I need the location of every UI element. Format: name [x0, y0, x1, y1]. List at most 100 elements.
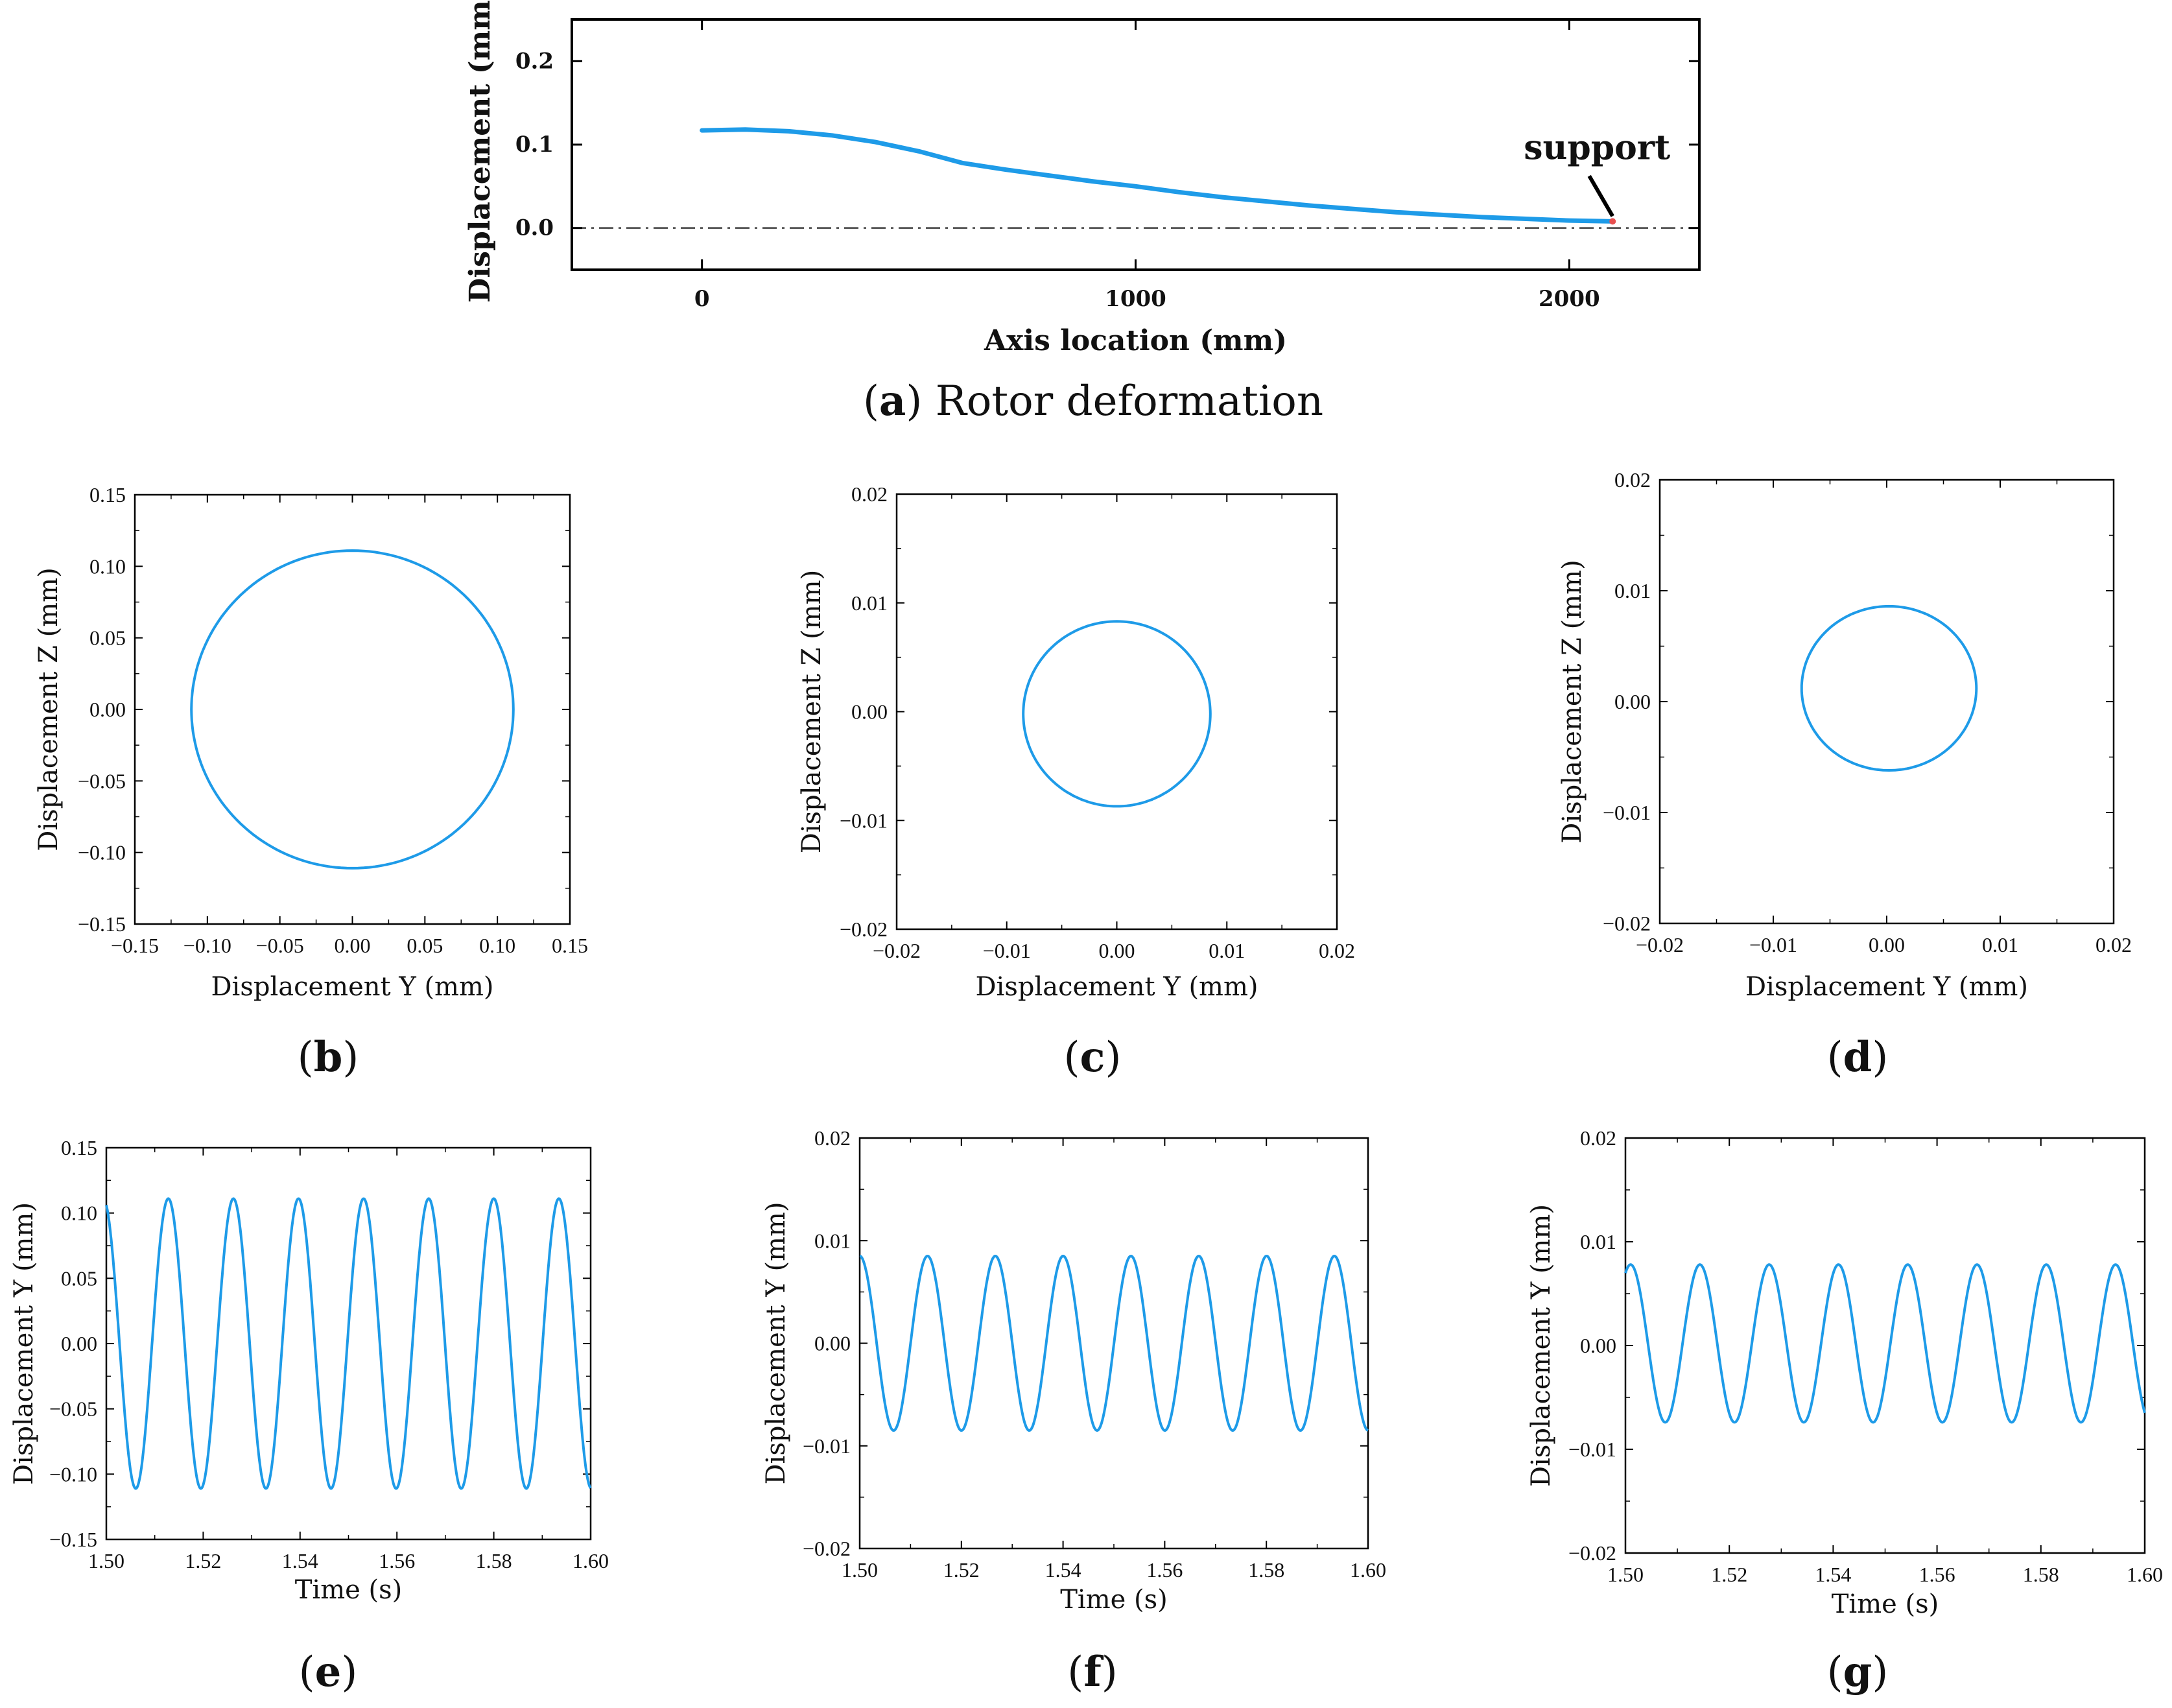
y-axis-label: Displacement Z (mm) [34, 567, 64, 851]
caption-open: ( [298, 1034, 314, 1082]
y-tick-label: −0.01 [1603, 801, 1651, 824]
x-tick-label: 2000 [1539, 286, 1600, 312]
x-tick-label: 1.50 [1607, 1563, 1644, 1586]
y-tick-label: −0.01 [1568, 1438, 1616, 1461]
y-tick-label: −0.01 [840, 809, 888, 832]
y-axis-label: Displacement (mm) [464, 0, 497, 303]
plot-frame [134, 493, 571, 925]
y-tick-label: 0.00 [61, 1332, 97, 1355]
caption-text: Rotor deformation [922, 377, 1323, 425]
x-tick-label: 0.02 [2095, 933, 2132, 956]
caption-letter: d [1843, 1033, 1872, 1082]
y-tick-label: −0.02 [1603, 912, 1651, 935]
caption-letter: g [1843, 1648, 1872, 1696]
panel-c: −0.02 −0.01 0.00 0.01 0.02 −0.02 −0.01 0.00 0.01… [797, 482, 1355, 1082]
x-tick-label: 0.05 [407, 934, 443, 957]
orbit-line [190, 549, 515, 870]
panel-e: 1.50 1.52 1.54 1.56 1.58 1.60 −0.15 −0.10 −0.05 0… [9, 1136, 609, 1696]
x-axis-label: Displacement Y (mm) [211, 972, 493, 1002]
x-axis-label: Displacement Y (mm) [1745, 972, 2028, 1002]
caption-close: ) [1102, 1648, 1118, 1696]
x-tick-label: −0.02 [1636, 933, 1684, 956]
x-tick-label: 1.56 [379, 1549, 415, 1572]
panel-caption: (a) Rotor deformation [863, 377, 1323, 425]
y-tick-label: 0.00 [851, 700, 888, 724]
x-tick-label: 0.15 [552, 934, 588, 957]
x-tick-label: 1.58 [476, 1549, 512, 1572]
x-tick-label: 1.52 [1711, 1563, 1747, 1586]
y-tick-label: 0.00 [1614, 690, 1651, 713]
x-tick-label: 0 [694, 286, 710, 312]
y-tick-label: −0.02 [803, 1537, 851, 1560]
caption-open: ( [299, 1648, 315, 1696]
panel-caption: (b) [298, 1033, 359, 1082]
x-tick-label: 1.60 [573, 1549, 609, 1572]
x-tick-label: 1.54 [282, 1549, 318, 1572]
y-axis-label: Displacement Y (mm) [1526, 1204, 1556, 1487]
caption-open: ( [1827, 1034, 1843, 1082]
caption-letter: f [1083, 1648, 1104, 1696]
y-tick-label: 0.1 [515, 132, 554, 158]
y-tick-label: −0.02 [840, 918, 888, 941]
x-tick-label: 0.02 [1319, 939, 1355, 962]
x-tick-label: 1.52 [943, 1558, 980, 1582]
caption-close: ) [342, 1034, 359, 1082]
x-tick-label: 1.56 [1919, 1563, 1955, 1586]
x-tick-label: 1.60 [2127, 1563, 2163, 1586]
y-tick-label: −0.02 [1568, 1541, 1616, 1565]
y-tick-label: 0.10 [61, 1202, 97, 1225]
time-series-line [105, 1197, 592, 1490]
y-axis-label: Displacement Y (mm) [761, 1202, 791, 1484]
y-tick-label: −0.10 [78, 841, 126, 864]
y-axis-label: Displacement Z (mm) [1557, 560, 1587, 843]
caption-open: ( [1827, 1648, 1843, 1696]
y-axis-label: Displacement Z (mm) [797, 570, 827, 853]
x-tick-label: −0.05 [256, 934, 304, 957]
panel-g: 1.50 1.52 1.54 1.56 1.58 1.60 −0.02 −0.01 0.00 0.… [1526, 1126, 2163, 1696]
y-tick-label: −0.15 [78, 912, 126, 936]
y-tick-label: −0.05 [78, 769, 126, 792]
y-tick-label: 0.00 [814, 1332, 851, 1355]
x-axis-label: Time (s) [295, 1575, 403, 1605]
caption-letter: e [315, 1648, 342, 1696]
support-point [1609, 218, 1616, 225]
caption-open: ( [1067, 1648, 1083, 1696]
panel-b: −0.15 −0.10 −0.05 0.00 0.05 0.10 0.15 −0.15 −0.1… [34, 483, 588, 1082]
plot-frame [895, 493, 1338, 931]
y-tick-label: 0.02 [814, 1126, 851, 1150]
panel-a: 0 1000 2000 0.0 0.1 0.2 Axis location (mm) Disp… [464, 0, 1701, 425]
x-tick-label: 1.54 [1045, 1558, 1081, 1582]
support-annotation: support [1524, 128, 1670, 167]
caption-close: ) [1872, 1648, 1888, 1696]
panel-caption: (d) [1827, 1033, 1889, 1082]
caption-letter: c [1080, 1033, 1105, 1082]
y-tick-label: 0.15 [89, 483, 126, 506]
x-tick-label: 1.58 [2023, 1563, 2059, 1586]
y-tick-label: 0.2 [515, 48, 554, 74]
y-axis-label: Displacement Y (mm) [9, 1202, 39, 1485]
x-tick-label: −0.10 [183, 934, 231, 957]
panel-caption: (e) [299, 1648, 358, 1696]
y-tick-label: −0.01 [803, 1434, 851, 1458]
caption-open: ( [1064, 1034, 1080, 1082]
y-tick-label: 0.00 [1580, 1334, 1616, 1357]
y-tick-label: 0.01 [1580, 1230, 1616, 1253]
x-tick-label: 1.60 [1350, 1558, 1386, 1582]
y-tick-label: 0.0 [515, 215, 554, 241]
caption-close: ) [906, 377, 922, 425]
x-tick-label: 0.00 [335, 934, 371, 957]
caption-close: ) [1105, 1034, 1121, 1082]
x-axis-label: Time (s) [1832, 1589, 1939, 1619]
y-tick-label: −0.15 [49, 1528, 97, 1551]
x-axis-label: Time (s) [1060, 1585, 1168, 1615]
caption-letter: b [314, 1033, 343, 1082]
panel-caption: (f) [1067, 1648, 1117, 1696]
x-tick-label: −0.02 [873, 939, 921, 962]
y-tick-label: 0.05 [61, 1266, 97, 1290]
x-tick-label: 1.56 [1146, 1558, 1183, 1582]
caption-letter: a [879, 377, 906, 425]
panel-caption: (c) [1064, 1033, 1122, 1082]
x-tick-label: 1.50 [88, 1549, 124, 1572]
y-tick-label: 0.05 [89, 626, 126, 650]
x-axis-label: Axis location (mm) [984, 324, 1287, 357]
